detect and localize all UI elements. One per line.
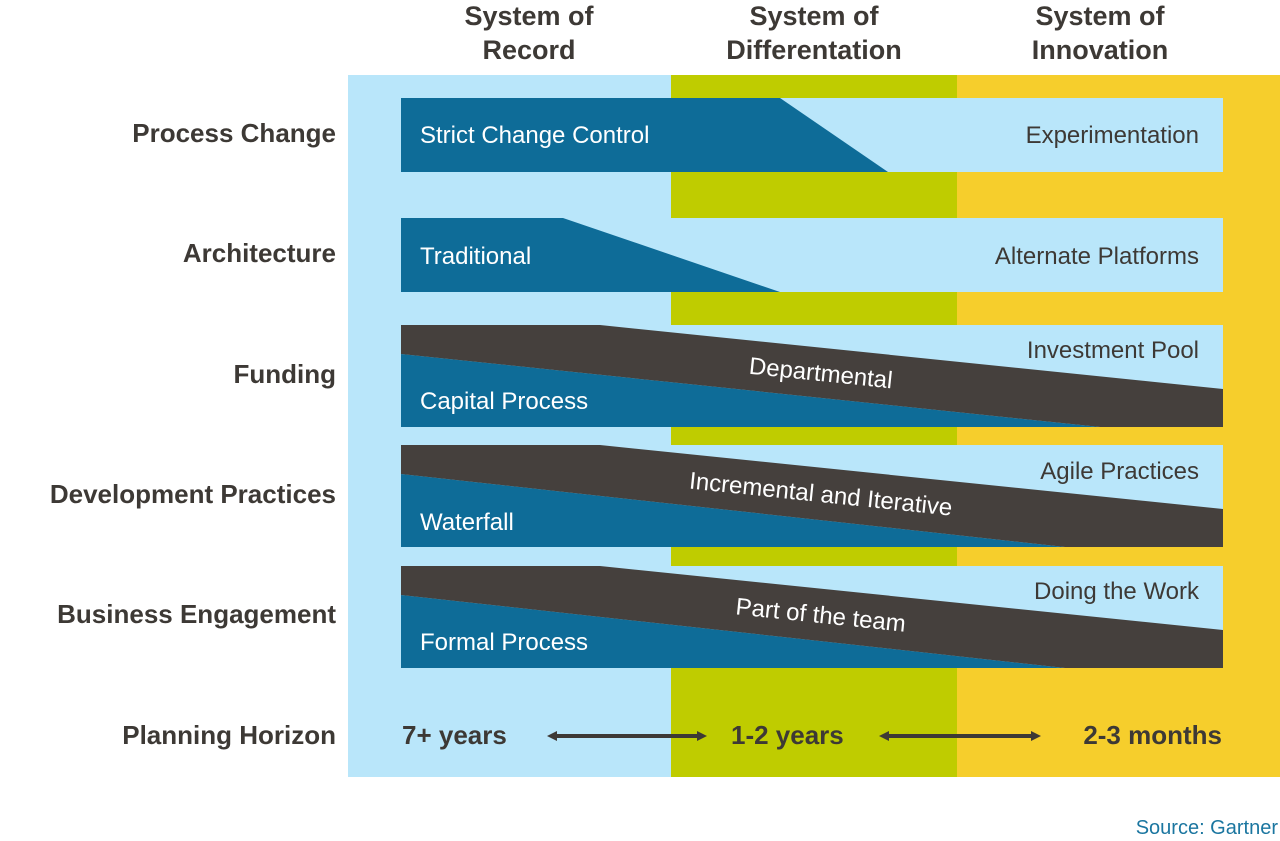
band-right-text: Doing the Work [1034,578,1200,605]
band-architecture: Traditional Alternate Platforms [401,218,1223,292]
band-right-text: Investment Pool [1027,337,1199,364]
column-header-record-line1: System of [464,1,594,31]
column-header-record-line2: Record [482,35,575,65]
column-header-differentiation-line2: Differentation [726,35,902,65]
band-process-change: Strict Change Control Experimentation [401,98,1223,172]
band-left-segment [401,218,780,292]
band-left-text: Waterfall [420,509,514,536]
band-right-text: Alternate Platforms [995,243,1199,270]
row-label-planning-horizon: Planning Horizon [122,720,336,750]
row-label-process-change: Process Change [132,118,336,148]
column-header-innovation-line2: Innovation [1032,35,1169,65]
row-label-architecture: Architecture [183,238,336,268]
horizon-record: 7+ years [402,720,507,750]
band-left-text: Strict Change Control [420,122,649,149]
band-left-segment [401,98,888,172]
source-credit: Source: Gartner [1136,817,1279,839]
horizon-innovation: 2-3 months [1083,720,1222,750]
row-label-funding: Funding [233,359,336,389]
band-left-text: Formal Process [420,629,588,656]
row-label-development-practices: Development Practices [50,479,336,509]
row-label-business-engagement: Business Engagement [57,599,336,629]
band-right-text: Experimentation [1026,122,1199,149]
band-left-text: Capital Process [420,388,588,415]
column-header-differentiation-line1: System of [749,1,879,31]
column-header-innovation-line1: System of [1035,1,1165,31]
band-development-practices: Waterfall Incremental and Iterative Agil… [401,445,1223,547]
band-business-engagement: Formal Process Part of the team Doing th… [401,566,1223,668]
band-funding: Capital Process Departmental Investment … [401,325,1223,427]
band-left-text: Traditional [420,243,531,270]
band-right-text: Agile Practices [1040,458,1199,485]
band-middle-segment [401,566,1223,668]
horizon-differentiation: 1-2 years [731,720,844,750]
band-middle-segment [401,325,1223,427]
band-middle-segment [401,445,1223,547]
